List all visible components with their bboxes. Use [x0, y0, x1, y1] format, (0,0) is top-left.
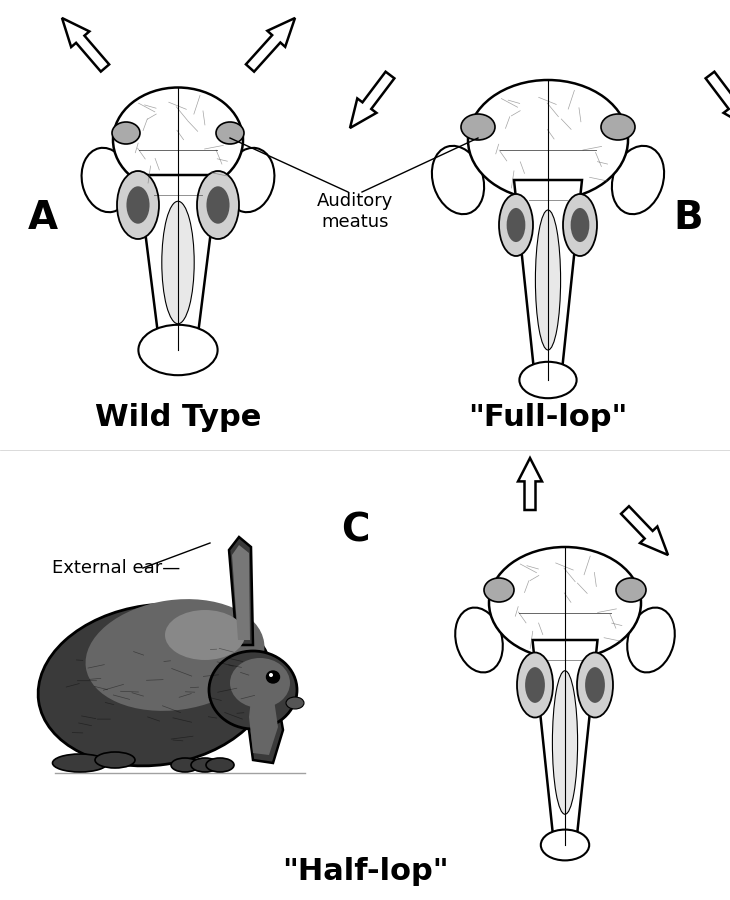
Polygon shape — [532, 640, 597, 845]
Ellipse shape — [165, 610, 245, 660]
Ellipse shape — [563, 194, 597, 256]
Text: Auditory
meatus: Auditory meatus — [317, 192, 393, 230]
Text: B: B — [673, 199, 703, 237]
Polygon shape — [249, 673, 278, 755]
Ellipse shape — [216, 122, 244, 144]
Ellipse shape — [456, 608, 503, 672]
Ellipse shape — [113, 87, 243, 193]
Ellipse shape — [571, 208, 589, 242]
Ellipse shape — [53, 754, 107, 772]
Ellipse shape — [541, 830, 589, 860]
Polygon shape — [621, 506, 668, 555]
Ellipse shape — [197, 171, 239, 239]
Text: "Full-lop": "Full-lop" — [469, 403, 628, 433]
Ellipse shape — [191, 758, 219, 772]
Ellipse shape — [489, 547, 641, 659]
Ellipse shape — [601, 114, 635, 140]
Ellipse shape — [226, 148, 274, 212]
Polygon shape — [514, 180, 582, 380]
Ellipse shape — [517, 652, 553, 717]
Polygon shape — [138, 175, 218, 350]
Ellipse shape — [38, 604, 272, 766]
Ellipse shape — [525, 667, 545, 703]
Ellipse shape — [507, 208, 526, 242]
Ellipse shape — [499, 194, 533, 256]
Ellipse shape — [484, 578, 514, 602]
Text: C: C — [341, 511, 369, 549]
Ellipse shape — [616, 578, 646, 602]
Text: A: A — [28, 199, 58, 237]
Polygon shape — [706, 72, 730, 128]
Ellipse shape — [468, 80, 628, 200]
Ellipse shape — [585, 667, 605, 703]
Ellipse shape — [117, 171, 159, 239]
Ellipse shape — [432, 146, 484, 214]
Ellipse shape — [627, 608, 675, 672]
Ellipse shape — [209, 651, 297, 729]
Text: "Half-lop": "Half-lop" — [282, 858, 448, 886]
Ellipse shape — [577, 652, 613, 717]
Polygon shape — [229, 537, 253, 645]
Polygon shape — [247, 665, 283, 763]
Ellipse shape — [171, 758, 199, 772]
Ellipse shape — [535, 210, 561, 350]
Ellipse shape — [82, 148, 131, 212]
Ellipse shape — [553, 670, 577, 814]
Ellipse shape — [207, 186, 229, 224]
Ellipse shape — [461, 114, 495, 140]
Polygon shape — [246, 18, 295, 72]
Text: External ear—: External ear— — [52, 559, 180, 577]
Ellipse shape — [95, 752, 135, 768]
Ellipse shape — [126, 186, 150, 224]
Ellipse shape — [266, 671, 280, 683]
Polygon shape — [232, 545, 250, 640]
Ellipse shape — [520, 362, 577, 398]
Ellipse shape — [112, 122, 140, 144]
Polygon shape — [518, 458, 542, 510]
Ellipse shape — [612, 146, 664, 214]
Ellipse shape — [230, 658, 290, 708]
Ellipse shape — [206, 758, 234, 772]
Ellipse shape — [85, 599, 264, 711]
Ellipse shape — [269, 673, 273, 677]
Ellipse shape — [286, 697, 304, 709]
Ellipse shape — [162, 202, 194, 324]
Ellipse shape — [139, 325, 218, 375]
Polygon shape — [62, 18, 110, 72]
Text: Wild Type: Wild Type — [95, 403, 261, 433]
Polygon shape — [350, 72, 394, 128]
